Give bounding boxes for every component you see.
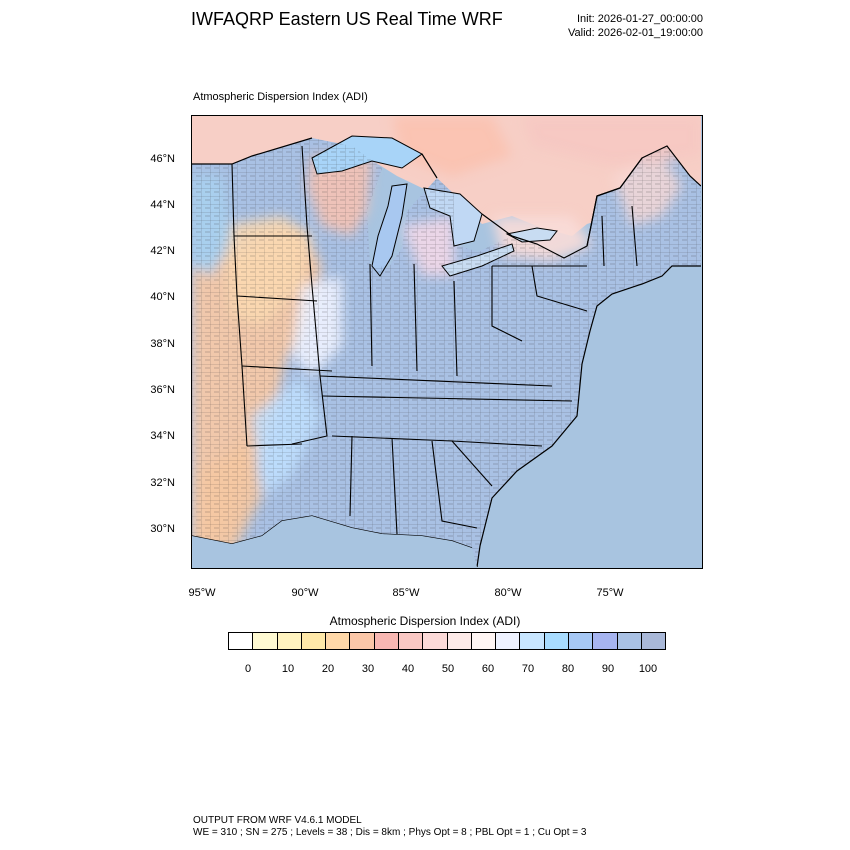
colorbar-title: Atmospheric Dispersion Index (ADI) [329,614,521,628]
colorbar [228,632,666,650]
colorbar-cell [496,633,521,649]
lon-label-85: 85°W [392,587,420,599]
model-settings: WE = 310 ; SN = 275 ; Levels = 38 ; Dis … [193,827,587,838]
colorbar-tick-label: 100 [638,663,658,675]
colorbar-tick-label: 80 [561,663,575,675]
colorbar-cell [374,633,399,649]
main-title: IWFAQRP Eastern US Real Time WRF [191,9,503,29]
colorbar-cell [277,633,302,649]
lat-label-44: 44°N [150,199,175,211]
colorbar-cell [617,633,642,649]
colorbar-cell [593,633,618,649]
colorbar-cell [447,633,472,649]
lon-label-75: 75°W [596,587,624,599]
lat-label-38: 38°N [150,338,175,350]
model-info: OUTPUT FROM WRF V4.6.1 MODEL [193,815,362,826]
lon-label-95: 95°W [188,587,216,599]
colorbar-cell [326,633,351,649]
lat-label-30: 30°N [150,523,175,535]
field-title: Atmospheric Dispersion Index (ADI) [193,91,368,103]
map-panel [191,115,703,569]
colorbar-cell [520,633,545,649]
colorbar-tick-label: 90 [601,663,615,675]
colorbar-tick-label: 40 [401,663,415,675]
colorbar-cell [253,633,278,649]
colorbar-cell [398,633,424,649]
colorbar-cell [568,633,594,649]
gulf-water [192,516,477,567]
lat-label-46: 46°N [150,153,175,165]
colorbar-cell [229,633,254,649]
colorbar-cell [423,633,448,649]
map-canvas [192,116,701,567]
lat-label-34: 34°N [150,430,175,442]
colorbar-tick-label: 70 [521,663,535,675]
colorbar-tick-label: 50 [441,663,455,675]
valid-time: Valid: 2026-02-01_19:00:00 [568,27,703,39]
colorbar-tick-label: 60 [481,663,495,675]
colorbar-tick-label: 10 [281,663,295,675]
lat-label-36: 36°N [150,384,175,396]
colorbar-tick-label: 30 [361,663,375,675]
lat-label-32: 32°N [150,477,175,489]
county-lines [192,138,701,567]
colorbar-cell [641,633,666,649]
us-canada-border [192,137,643,259]
colorbar-cell [544,633,569,649]
lon-label-90: 90°W [291,587,319,599]
lat-label-40: 40°N [150,291,175,303]
colorbar-cell [471,633,497,649]
colorbar-cell [350,633,375,649]
colorbar-cell [301,633,327,649]
colorbar-tick-label: 20 [321,663,335,675]
lat-label-42: 42°N [150,245,175,257]
lon-label-80: 80°W [494,587,522,599]
state-borders [231,145,638,535]
colorbar-tick-label: 0 [244,663,252,675]
init-time: Init: 2026-01-27_00:00:00 [577,13,703,25]
